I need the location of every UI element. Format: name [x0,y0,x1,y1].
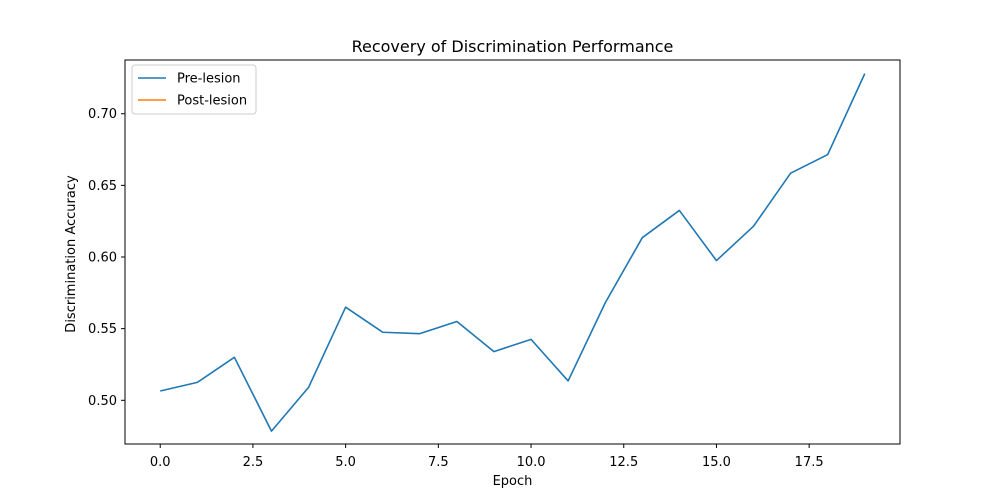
x-tick-label: 12.5 [609,455,638,470]
x-tick-label: 7.5 [428,455,449,470]
y-tick-label: 0.60 [88,251,117,266]
y-tick-label: 0.70 [88,107,117,122]
x-tick-label: 10.0 [517,455,546,470]
x-axis-ticks: 0.0 2.5 5.0 7.5 10.0 12.5 15.0 17.5 [150,444,824,470]
y-axis-label: Discrimination Accuracy [64,175,79,333]
chart-title: Recovery of Discrimination Performance [352,37,674,56]
legend-label-post-lesion: Post-lesion [177,94,247,109]
series-line-pre-lesion [160,73,866,432]
plot-frame [124,59,901,445]
legend-label-pre-lesion: Pre-lesion [177,72,241,87]
y-axis-ticks: 0.50 0.55 0.60 0.65 0.70 [88,107,125,409]
x-tick-label: 17.5 [795,455,824,470]
y-tick-label: 0.65 [88,179,117,194]
plot-area [160,73,866,432]
x-tick-label: 2.5 [243,455,264,470]
x-tick-label: 0.0 [150,455,171,470]
x-axis-label: Epoch [493,474,533,489]
legend: Pre-lesion Post-lesion [131,64,257,115]
y-tick-label: 0.55 [88,322,117,337]
x-tick-label: 5.0 [335,455,356,470]
y-tick-label: 0.50 [88,394,117,409]
x-tick-label: 15.0 [702,455,731,470]
